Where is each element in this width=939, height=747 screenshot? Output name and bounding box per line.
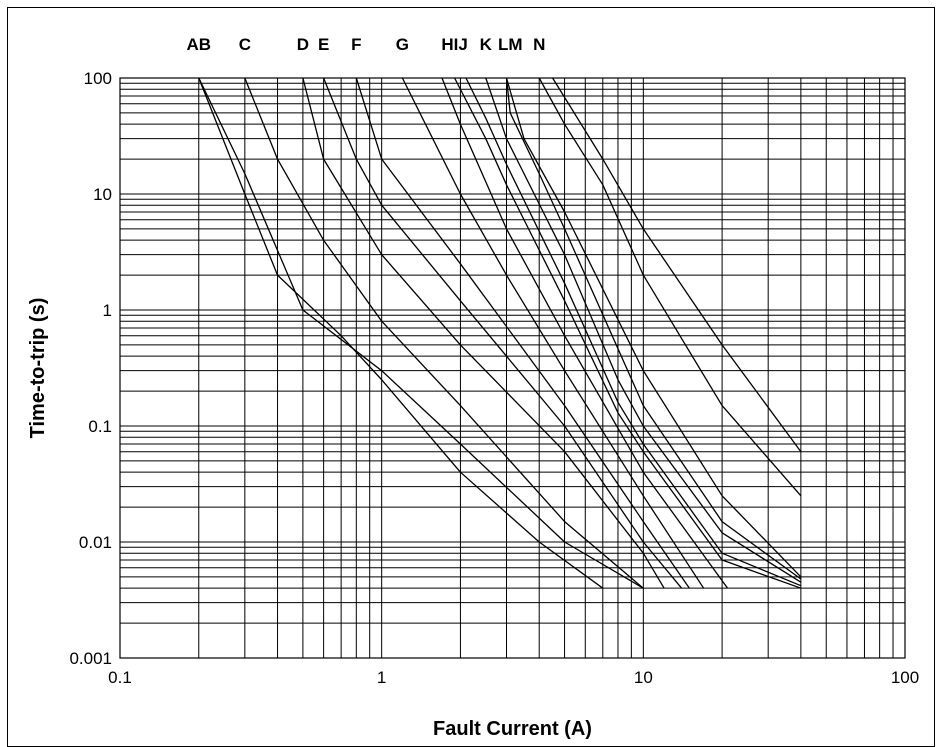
x-tick-label: 100 [891, 668, 919, 687]
curve-label: D [297, 35, 309, 54]
horizontal-gridlines [120, 77, 905, 659]
y-axis-title: Time-to-trip (s) [27, 298, 49, 439]
trip-curve-k [485, 77, 802, 583]
curve-label: G [396, 35, 409, 54]
curve-label: C [239, 35, 251, 54]
x-tick-label: 1 [377, 668, 386, 687]
y-tick-label: 0.01 [79, 533, 112, 552]
curve-label: F [351, 35, 361, 54]
trip-curve-f [355, 77, 690, 589]
trip-curve-b [198, 77, 644, 589]
chart-frame [7, 7, 935, 747]
trip-curve-h [441, 77, 729, 589]
trip-curve-j [465, 77, 802, 587]
curve-label: HIJ [441, 35, 467, 54]
trip-curve-g [401, 77, 705, 589]
y-tick-label: 1 [103, 301, 112, 320]
trip-curve-i [454, 77, 802, 589]
trip-curve-l [505, 77, 802, 580]
x-tick-label: 10 [634, 668, 653, 687]
x-tick-labels: 0.1 1 10 100 [108, 668, 919, 687]
y-tick-label: 10 [93, 185, 112, 204]
y-tick-label: 0.001 [69, 649, 112, 668]
curve-labels: AB C D E F G HIJ K LM N [186, 35, 545, 54]
trip-curve-n [538, 77, 802, 497]
curve-label: AB [186, 35, 211, 54]
curve-label: E [318, 35, 329, 54]
trip-curves [198, 77, 802, 589]
trip-curve-a [198, 77, 604, 589]
y-tick-labels: 0.001 0.01 0.1 1 10 100 [69, 69, 112, 668]
trip-curve-e [322, 77, 683, 589]
curve-label: K [480, 35, 493, 54]
plot-area-border [119, 77, 906, 659]
y-tick-label: 100 [84, 69, 112, 88]
trip-curve-d [302, 77, 665, 589]
x-axis-title: Fault Current (A) [433, 718, 592, 740]
trip-curve [552, 77, 802, 453]
curve-label: LM [498, 35, 523, 54]
trip-curve-c [244, 77, 644, 589]
vertical-gridlines [119, 78, 906, 658]
curve-label: N [533, 35, 545, 54]
y-tick-label: 0.1 [88, 417, 112, 436]
trip-curve-m [505, 77, 802, 578]
x-tick-label: 0.1 [108, 668, 132, 687]
